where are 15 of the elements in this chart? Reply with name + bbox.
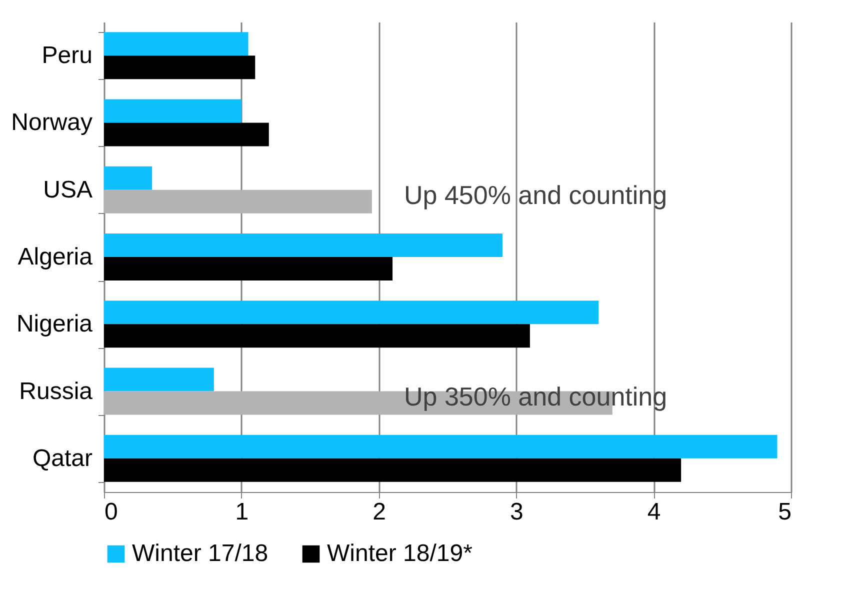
legend-label: Winter 17/18	[132, 540, 268, 567]
y-tick-label: USA	[43, 176, 92, 204]
x-tick-label: 0	[104, 498, 118, 526]
x-tick-label: 1	[235, 498, 249, 526]
x-tick-label: 5	[778, 498, 792, 526]
y-tick-label: Russia	[19, 378, 94, 405]
y-tick-label: Algeria	[18, 244, 94, 270]
y-tick-label: Nigeria	[16, 310, 94, 338]
x-tick-label: 4	[647, 498, 661, 526]
x-tick-label: 2	[372, 498, 386, 526]
legend-label: Winter 18/19*	[327, 540, 472, 567]
y-tick-label: Norway	[11, 109, 92, 136]
y-tick-label: Qatar	[32, 444, 92, 472]
x-tick-label: 3	[510, 498, 524, 526]
y-tick-label: Peru	[42, 42, 92, 70]
